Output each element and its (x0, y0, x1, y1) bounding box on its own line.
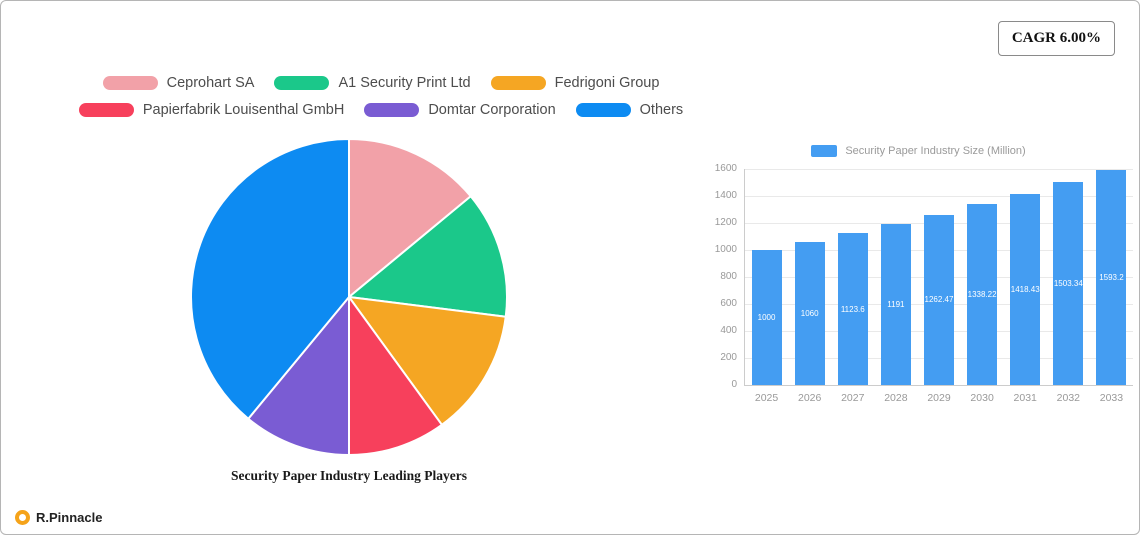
pie-legend: Ceprohart SA A1 Security Print Ltd Fedri… (31, 75, 731, 118)
x-axis-tick: 2032 (1056, 392, 1080, 404)
bar-value-label: 1593.2 (1099, 272, 1124, 282)
x-axis-tick: 2031 (1013, 392, 1037, 404)
bar-value-label: 1060 (800, 308, 819, 318)
pie-slice-3 (348, 296, 443, 456)
bar-value-label: 1000 (757, 313, 776, 322)
bar-value-label: 1123.6 (840, 304, 865, 314)
gridline (745, 169, 1133, 170)
bar-legend-label: Security Paper Industry Size (Million) (845, 145, 1026, 157)
pie-chart (190, 138, 508, 456)
bar-value-label: 1262.47 (924, 295, 954, 305)
pie-slice-4 (247, 296, 350, 456)
y-axis-tick: 400 (720, 325, 737, 336)
legend-label: Others (639, 102, 684, 118)
x-axis-tick: 2028 (884, 392, 908, 404)
bar-2026: 1060 (794, 241, 825, 385)
pie-slice-5 (190, 138, 350, 420)
cagr-badge: CAGR 6.00% (997, 21, 1115, 56)
legend-swatch-icon (364, 103, 420, 117)
legend-swatch-icon (102, 76, 158, 90)
bar-2032: 1503.34 (1053, 182, 1084, 385)
legend-label: Fedrigoni Group (554, 75, 660, 91)
bar-chart: Security Paper Industry Size (Million) 0… (696, 145, 1139, 404)
legend-swatch-icon (575, 103, 631, 117)
legend-item-domtar-corporation[interactable]: Domtar Corporation (364, 102, 556, 118)
gridline (745, 196, 1133, 197)
x-axis-tick: 2030 (970, 392, 994, 404)
pie-legend-row-1: Ceprohart SA A1 Security Print Ltd Fedri… (102, 75, 660, 91)
x-axis-tick: 2027 (841, 392, 865, 404)
brand-name: R.Pinnacle (36, 510, 103, 525)
legend-item-a1-security-print[interactable]: A1 Security Print Ltd (274, 75, 471, 91)
bar-2029: 1262.47 (924, 214, 954, 385)
legend-label: Papierfabrik Louisenthal GmbH (142, 102, 345, 118)
legend-label: A1 Security Print Ltd (338, 75, 471, 91)
bar-plot-area: 0 200 400 600 800 1000 1200 1400 1600 1000 2025 106… (715, 163, 1133, 404)
y-axis-tick: 200 (720, 352, 737, 363)
bar-value-label: 1338.22 (967, 290, 997, 300)
bar-2027: 1123.6 (837, 233, 868, 385)
legend-label: Domtar Corporation (428, 102, 556, 118)
y-axis-tick: 800 (720, 271, 737, 282)
bar-value-label: 1503.34 (1053, 279, 1083, 289)
y-axis-tick: 1000 (714, 244, 737, 255)
bar-2025: 1000 (751, 250, 782, 385)
x-axis-tick: 2025 (754, 392, 779, 404)
x-axis-tick: 2029 (927, 392, 951, 404)
legend-swatch-icon (274, 76, 330, 90)
y-axis-tick: 1200 (714, 217, 737, 228)
pie-slice-2 (348, 296, 507, 426)
pie-legend-row-2: Papierfabrik Louisenthal GmbH Domtar Cor… (78, 102, 684, 118)
y-axis-tick: 1600 (714, 163, 737, 174)
bar-2031: 1418.43 (1010, 193, 1041, 385)
x-axis-tick: 2026 (797, 392, 822, 404)
bar-value-label: 1418.43 (1010, 284, 1040, 294)
legend-item-fedrigoni-group[interactable]: Fedrigoni Group (490, 75, 660, 91)
y-axis-tick: 0 (731, 379, 737, 390)
legend-item-papierfabrik-louisenthal[interactable]: Papierfabrik Louisenthal GmbH (78, 102, 345, 118)
bar-2028: 1191 (880, 224, 911, 385)
legend-swatch-icon (78, 103, 134, 117)
bar-chart-legend[interactable]: Security Paper Industry Size (Million) (696, 145, 1139, 157)
pie-slice-0 (348, 138, 472, 298)
legend-item-ceprohart-sa[interactable]: Ceprohart SA (102, 75, 255, 91)
y-axis-tick: 600 (720, 298, 737, 309)
bar-value-label: 1191 (887, 300, 905, 310)
y-axis-tick: 1400 (714, 190, 737, 201)
legend-item-others[interactable]: Others (575, 102, 684, 118)
bar-2033: 1593.2 (1096, 169, 1127, 385)
legend-swatch-icon (490, 76, 546, 90)
bar-2030: 1338.22 (967, 204, 998, 385)
brand-logo: R.Pinnacle (15, 510, 102, 525)
pie-slice-1 (348, 195, 508, 318)
bar-legend-swatch-icon (811, 145, 838, 157)
pie-chart-title: Security Paper Industry Leading Players (231, 468, 467, 483)
legend-label: Ceprohart SA (166, 75, 255, 91)
x-axis-tick: 2033 (1099, 392, 1124, 404)
brand-ring-icon (15, 510, 30, 525)
